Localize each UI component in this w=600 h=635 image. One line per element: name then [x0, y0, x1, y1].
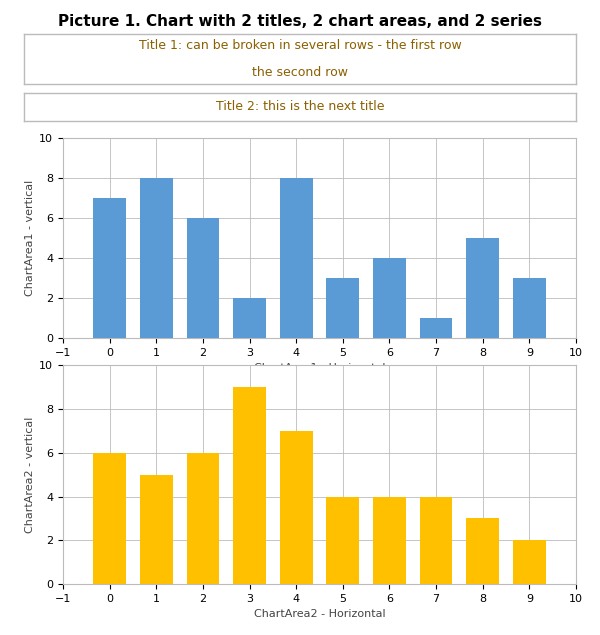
Bar — [326, 497, 359, 584]
Bar — [94, 453, 126, 584]
Text: Title 1: can be broken in several rows - the first row: Title 1: can be broken in several rows -… — [139, 39, 461, 51]
Text: Title 2: this is the next title: Title 2: this is the next title — [216, 100, 384, 113]
Bar — [373, 497, 406, 584]
Bar — [466, 518, 499, 584]
Bar — [326, 278, 359, 338]
Bar — [280, 178, 313, 338]
X-axis label: ChartArea1 - Horizontal: ChartArea1 - Horizontal — [254, 363, 385, 373]
Y-axis label: ChartArea2 - vertical: ChartArea2 - vertical — [25, 417, 35, 533]
Bar — [466, 238, 499, 338]
Bar — [187, 218, 219, 338]
Bar — [420, 318, 452, 338]
Bar — [187, 453, 219, 584]
Bar — [280, 431, 313, 584]
Bar — [373, 258, 406, 338]
Bar — [513, 540, 545, 584]
Text: the second row: the second row — [252, 67, 348, 79]
Bar — [233, 387, 266, 584]
X-axis label: ChartArea2 - Horizontal: ChartArea2 - Horizontal — [254, 610, 385, 620]
Bar — [513, 278, 545, 338]
Bar — [140, 475, 173, 584]
Y-axis label: ChartArea1 - vertical: ChartArea1 - vertical — [25, 180, 35, 296]
Text: Picture 1. Chart with 2 titles, 2 chart areas, and 2 series: Picture 1. Chart with 2 titles, 2 chart … — [58, 14, 542, 29]
Bar — [94, 197, 126, 338]
Bar — [420, 497, 452, 584]
Bar — [140, 178, 173, 338]
Bar — [233, 298, 266, 338]
